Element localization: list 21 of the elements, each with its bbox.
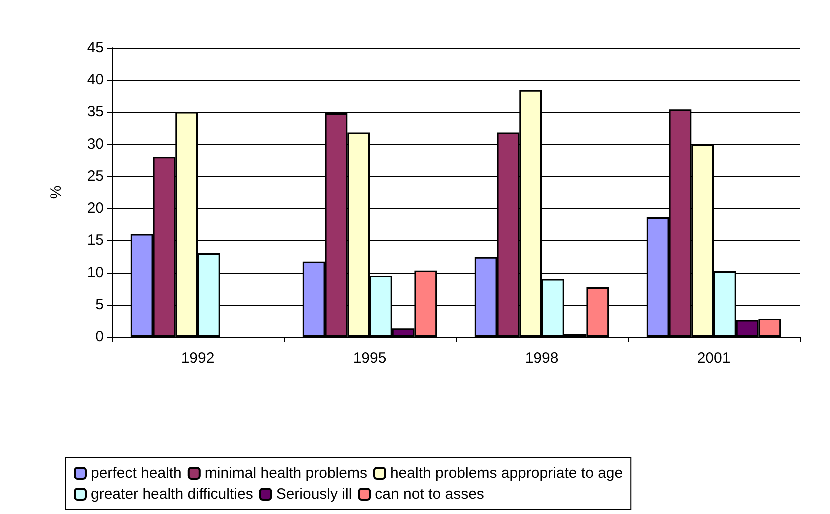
- y-tick-label: 35: [87, 104, 104, 121]
- y-tick-label: 25: [87, 168, 104, 185]
- y-tick-label: 30: [87, 136, 104, 153]
- y-tick-label: 10: [87, 264, 104, 282]
- y-axis-title: %: [48, 186, 65, 200]
- x-tick-label: 1998: [525, 350, 559, 367]
- y-tick-label: 20: [87, 200, 104, 218]
- x-tick-label: 1992: [181, 350, 215, 367]
- x-tick-label: 2001: [697, 350, 731, 367]
- legend-label: can not to asses: [375, 486, 484, 503]
- x-tick-label: 1995: [353, 350, 387, 367]
- y-tick-label: 15: [87, 232, 104, 250]
- legend-label: minimal health problems: [204, 465, 368, 482]
- legend-label: Seriously ill: [276, 486, 352, 503]
- y-tick-label: 0: [96, 328, 104, 346]
- legend-label: greater health difficulties: [91, 486, 254, 503]
- y-tick-label: 5: [96, 296, 104, 314]
- y-tick-label: 45: [87, 40, 104, 56]
- legend-label: health problems appropriate to age: [390, 465, 624, 482]
- y-tick-label: 40: [87, 72, 104, 89]
- legend-label: perfect health: [91, 465, 182, 482]
